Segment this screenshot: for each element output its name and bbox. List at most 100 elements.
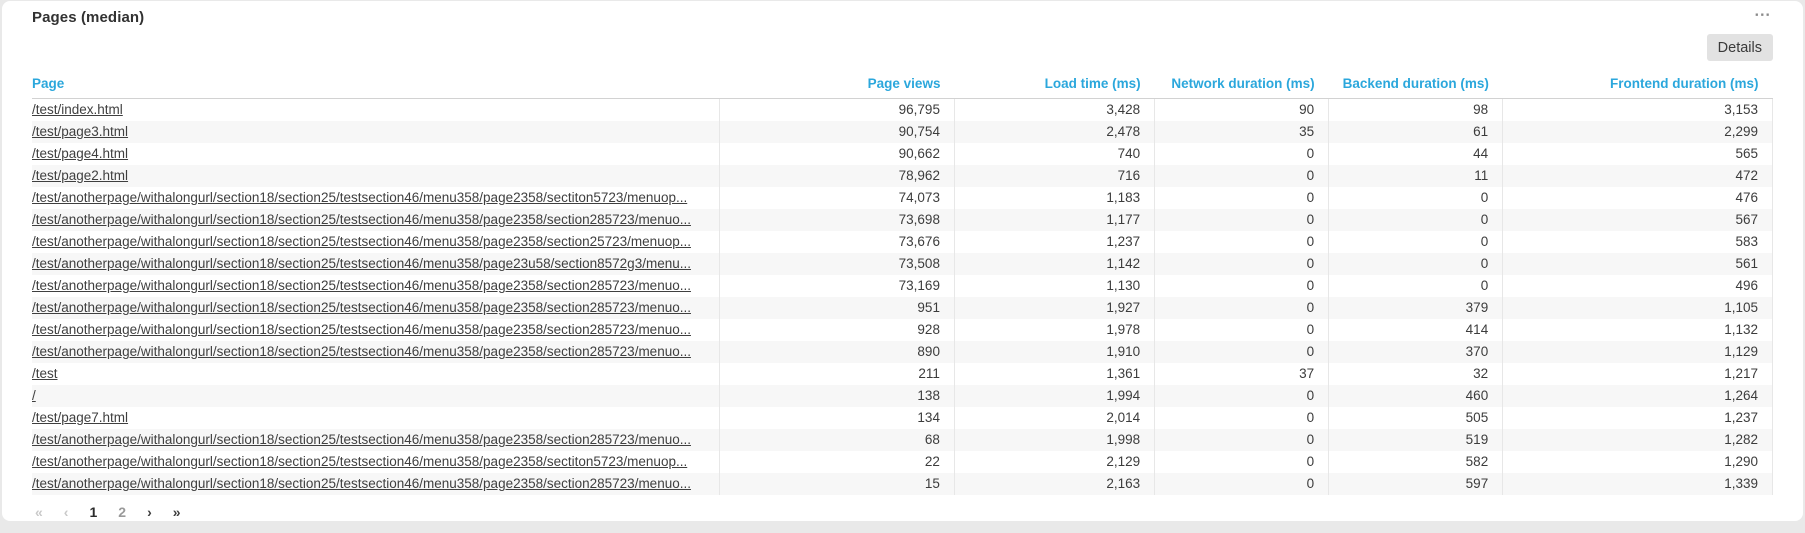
details-button[interactable]: Details [1706,34,1773,61]
pagination-first-button[interactable]: « [35,504,43,520]
page-cell: /test/page2.html [32,165,720,187]
page-link[interactable]: /test/anotherpage/withalongurl/section18… [32,234,691,249]
table-row: /test/anotherpage/withalongurl/section18… [32,187,1773,209]
overflow-menu-icon[interactable]: ∙∙∙ [1754,7,1771,24]
backend-duration-cell: 0 [1328,253,1504,275]
backend-duration-cell: 0 [1328,209,1504,231]
frontend-duration-cell: 1,290 [1502,451,1773,473]
table-row: /test/page4.html 90,662 740 0 44 565 [32,143,1773,165]
backend-duration-cell: 0 [1328,275,1504,297]
page-link[interactable]: /test/anotherpage/withalongurl/section18… [32,212,691,227]
page-link[interactable]: /test/anotherpage/withalongurl/section18… [32,256,691,271]
page-link[interactable]: /test/anotherpage/withalongurl/section18… [32,190,688,205]
frontend-duration-cell: 583 [1502,231,1773,253]
column-header-frontend-duration-ms[interactable]: Frontend duration (ms) [1502,72,1773,99]
network-duration-cell: 0 [1154,319,1330,341]
column-header-load-time-ms[interactable]: Load time (ms) [954,72,1155,99]
table-row: /test/anotherpage/withalongurl/section18… [32,473,1773,495]
page-cell: /test/anotherpage/withalongurl/section18… [32,253,720,275]
table-row: /test/index.html 96,795 3,428 90 98 3,153 [32,98,1773,121]
page-cell: /test/anotherpage/withalongurl/section18… [32,451,720,473]
table-row: /test/anotherpage/withalongurl/section18… [32,319,1773,341]
page-link[interactable]: /test/anotherpage/withalongurl/section18… [32,476,691,491]
page-cell: /test/anotherpage/withalongurl/section18… [32,473,720,495]
page-views-cell: 73,169 [719,275,955,297]
page-cell: / [32,385,720,407]
frontend-duration-cell: 1,132 [1502,319,1773,341]
page-link[interactable]: /test/anotherpage/withalongurl/section18… [32,344,691,359]
page-link[interactable]: /test/index.html [32,102,123,117]
toolbar: Details [32,34,1773,68]
load-time-cell: 1,237 [954,231,1156,253]
column-header-page-views[interactable]: Page views [719,72,955,99]
table-row: /test/anotherpage/withalongurl/section18… [32,429,1773,451]
load-time-cell: 1,130 [954,275,1156,297]
column-header-backend-duration-ms[interactable]: Backend duration (ms) [1328,72,1503,99]
pages-median-card: Pages (median) ∙∙∙ Details Page Page view… [2,1,1803,521]
page-link[interactable]: /test [32,366,58,381]
page-link[interactable]: /test/anotherpage/withalongurl/section18… [32,322,691,337]
table-row: /test 211 1,361 37 32 1,217 [32,363,1773,385]
page-link[interactable]: / [32,388,36,403]
backend-duration-cell: 44 [1328,143,1504,165]
network-duration-cell: 0 [1154,451,1330,473]
page-link[interactable]: /test/page3.html [32,124,129,139]
network-duration-cell: 90 [1154,98,1330,121]
card-header: Pages (median) ∙∙∙ [32,7,1773,33]
load-time-cell: 1,927 [954,297,1156,319]
page-views-cell: 22 [719,451,955,473]
page-cell: /test/anotherpage/withalongurl/section18… [32,187,720,209]
network-duration-cell: 0 [1154,253,1330,275]
backend-duration-cell: 370 [1328,341,1504,363]
page-views-cell: 68 [719,429,955,451]
frontend-duration-cell: 1,237 [1502,407,1773,429]
frontend-duration-cell: 1,339 [1502,473,1773,495]
load-time-cell: 1,361 [954,363,1156,385]
frontend-duration-cell: 565 [1502,143,1773,165]
pagination-page-2[interactable]: 2 [118,504,127,520]
page-cell: /test/page4.html [32,143,720,165]
table-row: /test/page7.html 134 2,014 0 505 1,237 [32,407,1773,429]
table-row: /test/anotherpage/withalongurl/section18… [32,297,1773,319]
pagination-prev-button[interactable]: ‹ [63,504,69,520]
pagination-page-1-current[interactable]: 1 [89,504,98,520]
page-link[interactable]: /test/anotherpage/withalongurl/section18… [32,278,691,293]
page-views-cell: 73,508 [719,253,955,275]
card-title: Pages (median) [32,9,145,26]
page-link[interactable]: /test/anotherpage/withalongurl/section18… [32,454,688,469]
column-header-page[interactable]: Page [32,72,720,99]
frontend-duration-cell: 1,264 [1502,385,1773,407]
network-duration-cell: 0 [1154,385,1330,407]
page-link[interactable]: /test/page4.html [32,146,129,161]
backend-duration-cell: 32 [1328,363,1504,385]
backend-duration-cell: 414 [1328,319,1504,341]
frontend-duration-cell: 1,282 [1502,429,1773,451]
network-duration-cell: 37 [1154,363,1330,385]
backend-duration-cell: 0 [1328,231,1504,253]
page-cell: /test/page7.html [32,407,720,429]
network-duration-cell: 0 [1154,275,1330,297]
page-link[interactable]: /test/anotherpage/withalongurl/section18… [32,300,691,315]
page-views-cell: 73,698 [719,209,955,231]
page-views-cell: 96,795 [719,98,955,121]
page-views-cell: 90,754 [719,121,955,143]
table-row: /test/page3.html 90,754 2,478 35 61 2,299 [32,121,1773,143]
table-row: /test/anotherpage/withalongurl/section18… [32,341,1773,363]
page-link[interactable]: /test/page7.html [32,410,129,425]
page-link[interactable]: /test/page2.html [32,168,129,183]
table-row: /test/anotherpage/withalongurl/section18… [32,231,1773,253]
load-time-cell: 3,428 [954,98,1156,121]
network-duration-cell: 0 [1154,187,1330,209]
pagination-next-button[interactable]: › [147,504,152,520]
frontend-duration-cell: 1,129 [1502,341,1773,363]
page-cell: /test/anotherpage/withalongurl/section18… [32,231,720,253]
load-time-cell: 1,177 [954,209,1156,231]
column-header-network-duration-ms[interactable]: Network duration (ms) [1154,72,1329,99]
page-cell: /test [32,363,720,385]
page-link[interactable]: /test/anotherpage/withalongurl/section18… [32,432,691,447]
network-duration-cell: 0 [1154,209,1330,231]
network-duration-cell: 0 [1154,429,1330,451]
load-time-cell: 2,478 [954,121,1156,143]
page-cell: /test/anotherpage/withalongurl/section18… [32,297,720,319]
pagination-last-button[interactable]: » [172,504,181,520]
